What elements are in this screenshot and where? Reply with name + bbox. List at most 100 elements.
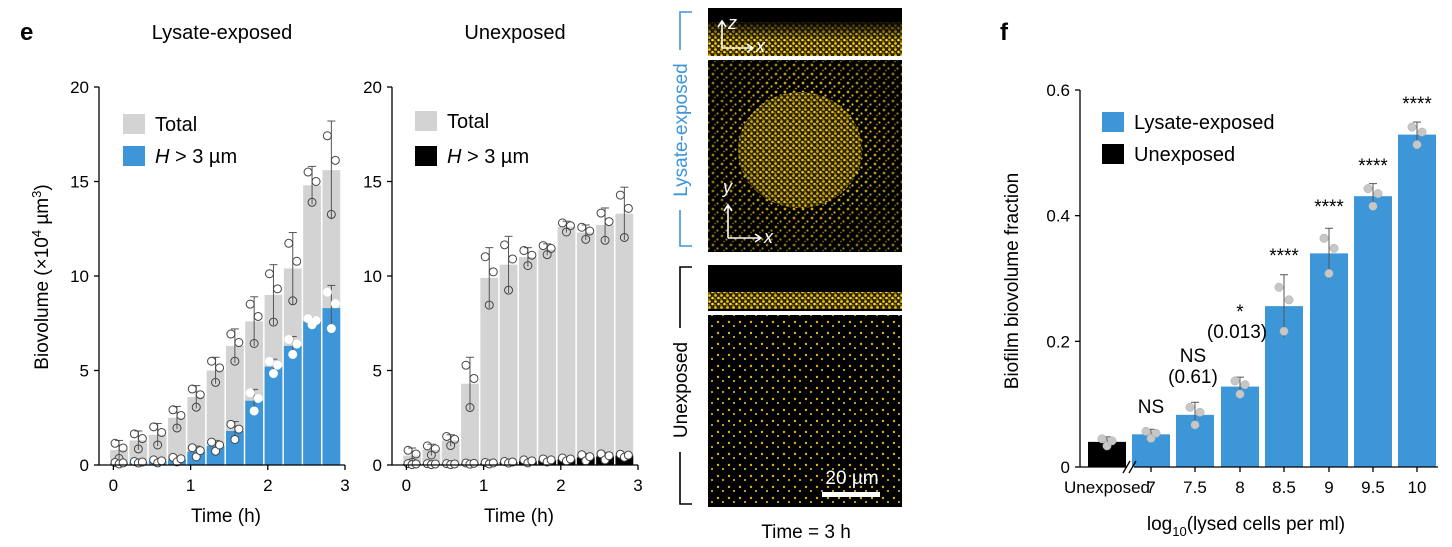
lysate-point-total [149,422,159,432]
fraction-point [1240,380,1250,390]
unexposed-point-total [561,227,571,237]
unexposed-point-total [565,221,575,231]
lysate-point-h [311,316,321,326]
chart-lysate-exposed: Lysate-exposed 0 5 10 15 20 0 1 2 3 Time (h) [70,22,350,527]
annotation-stars: **** [1314,197,1344,218]
unexposed-point-total [469,373,479,383]
annotation-ns-7-5: NS [1180,346,1206,367]
unexposed-ytick-label: 0 [373,456,382,475]
panel-label-e: e [20,19,33,46]
unexposed-title: Unexposed [464,22,565,44]
unexposed-bar-total [557,226,576,465]
lysate-point-h [288,349,298,359]
unexposed-point-h [546,455,556,465]
unexposed-point-total [430,444,440,454]
ylabel-end: ) [32,184,53,190]
axis-y-label: y [721,177,733,197]
unexposed-point-total [619,232,629,242]
lysate-point-h [211,446,221,456]
axis-x-label-top: x [755,36,766,56]
annotation-ns-7: NS [1138,397,1164,418]
fraction-point [1190,420,1200,430]
unexposed-point-total [403,445,413,455]
lysate-point-total [191,402,201,412]
annotation-p-8: (0.013) [1207,322,1267,343]
fraction-xtick-label: 9 [1324,478,1333,497]
lysate-point-total [137,434,147,444]
fraction-ytick-label: 0.4 [1046,207,1070,226]
lysate-point-total [226,329,236,339]
unexposed-point-h [623,450,633,460]
axis-z-label: z [727,13,737,33]
legend-swatch-total-2 [415,111,437,131]
lysate-point-h [207,437,217,447]
lysate-bar-h [283,345,302,465]
fraction-point [1235,389,1245,399]
lysate-point-total [230,356,240,366]
fraction-ylabel: Biofilm biovolume fraction [1002,173,1023,389]
lysate-point-total [172,423,182,433]
lysate-point-h [245,388,255,398]
unexposed-point-total [615,190,625,200]
unexposed-point-total [519,245,529,255]
unexposed-xtick-label: 3 [633,476,642,495]
lysate-xtick-label: 1 [186,476,195,495]
lysate-point-h [230,434,240,444]
ylabel-sup1: 4 [29,230,44,237]
unexposed-bar-total [441,440,460,465]
unexposed-bar-total [518,257,537,465]
legend-unexposed: Total H > 3 µm [415,111,529,168]
xlabel-f-end: (lysed cells per ml) [1187,514,1345,535]
lysate-point-h [176,454,186,464]
unexposed-point-h [527,456,537,466]
unexposed-point-total [411,449,421,459]
ylabel-biovolume: Biovolume (×104 µm3) [29,184,53,369]
lysate-bar-h [322,308,341,465]
lysate-point-total [322,131,332,141]
lysate-point-h [326,324,336,334]
fraction-point [1195,407,1205,417]
lysate-point-total [234,338,244,348]
unexposed-point-total [450,434,460,444]
axis-break-1 [1122,460,1131,474]
xy-image-unexposed [708,315,902,507]
unexposed-bar-total [461,383,479,465]
axis-arrows-xy [723,203,763,243]
ylabel-main: Biovolume (×10 [32,237,53,370]
unexposed-point-total [488,267,498,277]
xz-image-lysate-fade [708,22,902,40]
unexposed-point-total [604,217,614,227]
legend-lysate-label: Lysate-exposed [1134,112,1274,134]
fraction-point [1412,140,1422,150]
lysate-xtick-label: 0 [109,476,118,495]
unexposed-point-total [508,254,518,264]
lysate-point-total [284,238,294,248]
lysate-point-total [330,155,340,165]
fraction-bar [1221,386,1259,467]
fraction-point [1274,282,1284,292]
unexposed-point-total [623,203,633,213]
lysate-point-total [288,296,298,306]
annotation-stars: **** [1358,156,1388,177]
fraction-ytick-label: 0.6 [1046,81,1070,100]
lysate-point-total [253,311,263,321]
lysate-point-h [268,369,278,379]
fraction-xtick-label: 7 [1146,478,1155,497]
fraction-xtick-label: 7.5 [1183,478,1207,497]
fraction-point [1324,269,1334,278]
unexposed-point-total [600,235,610,245]
lysate-ytick-label: 20 [70,78,89,97]
axis-break-2 [1128,460,1137,474]
lysate-ytick-label: 15 [70,173,89,192]
unexposed-point-total [557,218,567,228]
micro-caption: Time = 3 h [761,522,851,543]
ylabel-sup2: 3 [29,191,44,198]
lysate-point-total [211,377,221,387]
lysate-point-total [187,384,197,394]
lysate-point-h [284,334,294,344]
lysate-point-h [330,299,340,309]
unexposed-point-total [480,252,490,262]
lysate-xtick-label: 3 [340,476,349,495]
